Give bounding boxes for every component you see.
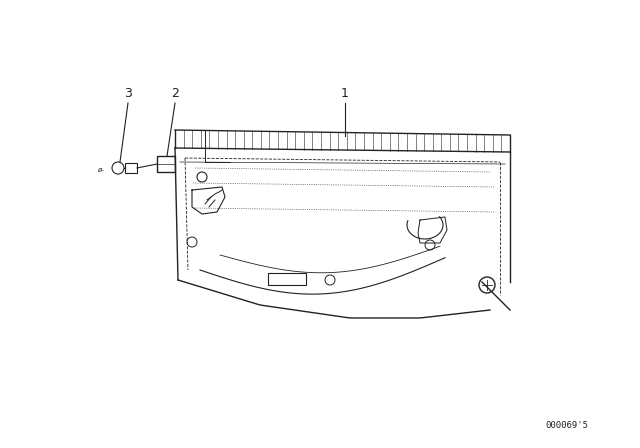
Text: ø-: ø-: [97, 167, 104, 173]
Text: 2: 2: [171, 87, 179, 100]
Text: 000069'5: 000069'5: [545, 421, 588, 430]
Bar: [157, 156, 175, 172]
Bar: [268, 273, 306, 285]
Text: 3: 3: [124, 87, 132, 100]
Bar: [125, 163, 137, 173]
Text: 1: 1: [341, 87, 349, 100]
